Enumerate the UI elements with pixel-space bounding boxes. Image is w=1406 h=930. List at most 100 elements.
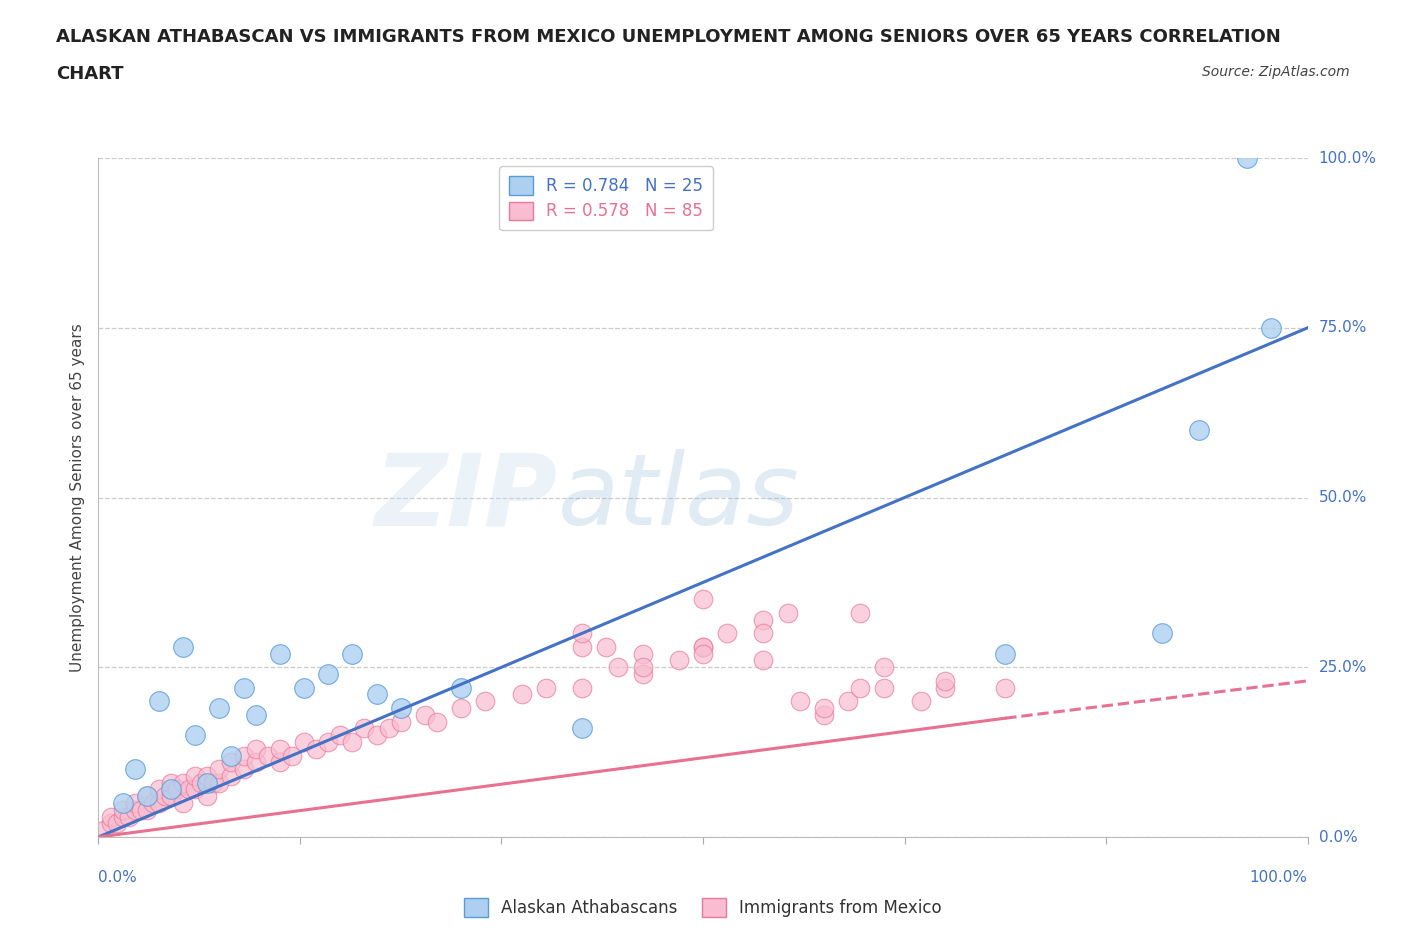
Point <box>148 694 170 709</box>
Text: 0.0%: 0.0% <box>1319 830 1357 844</box>
Point <box>752 626 775 641</box>
Point <box>208 700 231 715</box>
Point <box>111 803 134 817</box>
Point <box>148 782 170 797</box>
Point <box>245 741 267 756</box>
Point <box>160 789 183 804</box>
Point <box>342 735 364 750</box>
Point <box>366 687 388 702</box>
Point <box>292 680 315 695</box>
Point <box>342 646 364 661</box>
Point <box>316 667 339 682</box>
Point <box>105 816 128 830</box>
Point <box>111 809 134 824</box>
Point <box>474 694 496 709</box>
Point <box>292 735 315 750</box>
Point <box>172 640 194 655</box>
Point <box>752 612 775 627</box>
Point <box>160 782 183 797</box>
Point <box>245 755 267 770</box>
Point <box>595 640 617 655</box>
Point <box>195 789 218 804</box>
Text: Source: ZipAtlas.com: Source: ZipAtlas.com <box>1202 65 1350 79</box>
Point <box>692 592 714 607</box>
Point <box>934 680 956 695</box>
Point <box>571 626 593 641</box>
Point <box>93 823 115 838</box>
Point <box>837 694 859 709</box>
Point <box>172 796 194 811</box>
Point <box>510 687 533 702</box>
Text: 50.0%: 50.0% <box>1319 490 1367 505</box>
Point <box>1236 151 1258 166</box>
Point <box>124 803 146 817</box>
Point <box>269 755 291 770</box>
Point <box>124 796 146 811</box>
Point <box>692 646 714 661</box>
Point <box>221 755 243 770</box>
Point <box>221 748 243 763</box>
Point <box>450 700 472 715</box>
Point <box>789 694 811 709</box>
Point <box>631 660 654 675</box>
Text: 0.0%: 0.0% <box>98 870 138 884</box>
Point <box>221 768 243 783</box>
Point <box>692 640 714 655</box>
Point <box>111 796 134 811</box>
Point <box>571 680 593 695</box>
Point <box>208 776 231 790</box>
Point <box>135 789 157 804</box>
Point <box>668 653 690 668</box>
Point <box>813 700 835 715</box>
Point <box>353 721 375 736</box>
Point <box>256 748 278 763</box>
Point <box>389 700 412 715</box>
Point <box>994 646 1017 661</box>
Point <box>813 708 835 723</box>
Point <box>377 721 399 736</box>
Text: atlas: atlas <box>558 449 800 546</box>
Point <box>195 776 218 790</box>
Point <box>752 653 775 668</box>
Text: ALASKAN ATHABASCAN VS IMMIGRANTS FROM MEXICO UNEMPLOYMENT AMONG SENIORS OVER 65 : ALASKAN ATHABASCAN VS IMMIGRANTS FROM ME… <box>56 28 1281 46</box>
Point <box>776 605 799 620</box>
Point <box>184 782 207 797</box>
Point <box>329 727 352 742</box>
Point <box>389 714 412 729</box>
Point <box>607 660 630 675</box>
Point <box>232 748 254 763</box>
Point <box>202 776 225 790</box>
Point <box>142 796 165 811</box>
Point <box>184 768 207 783</box>
Point <box>631 667 654 682</box>
Point <box>232 762 254 777</box>
Point <box>873 660 896 675</box>
Text: ZIP: ZIP <box>375 449 558 546</box>
Point <box>692 640 714 655</box>
Point <box>166 782 188 797</box>
Point <box>190 776 212 790</box>
Text: CHART: CHART <box>56 65 124 83</box>
Point <box>160 776 183 790</box>
Point <box>934 673 956 688</box>
Point <box>910 694 932 709</box>
Point <box>849 680 872 695</box>
Text: 75.0%: 75.0% <box>1319 320 1367 336</box>
Point <box>849 605 872 620</box>
Point <box>1260 320 1282 336</box>
Point <box>135 789 157 804</box>
Point <box>245 708 267 723</box>
Point <box>172 776 194 790</box>
Point <box>571 640 593 655</box>
Point <box>716 626 738 641</box>
Text: 25.0%: 25.0% <box>1319 659 1367 675</box>
Point <box>571 721 593 736</box>
Point <box>135 803 157 817</box>
Point <box>129 803 152 817</box>
Point <box>124 762 146 777</box>
Point <box>148 796 170 811</box>
Point <box>195 768 218 783</box>
Point <box>366 727 388 742</box>
Y-axis label: Unemployment Among Seniors over 65 years: Unemployment Among Seniors over 65 years <box>70 324 86 671</box>
Point <box>631 646 654 661</box>
